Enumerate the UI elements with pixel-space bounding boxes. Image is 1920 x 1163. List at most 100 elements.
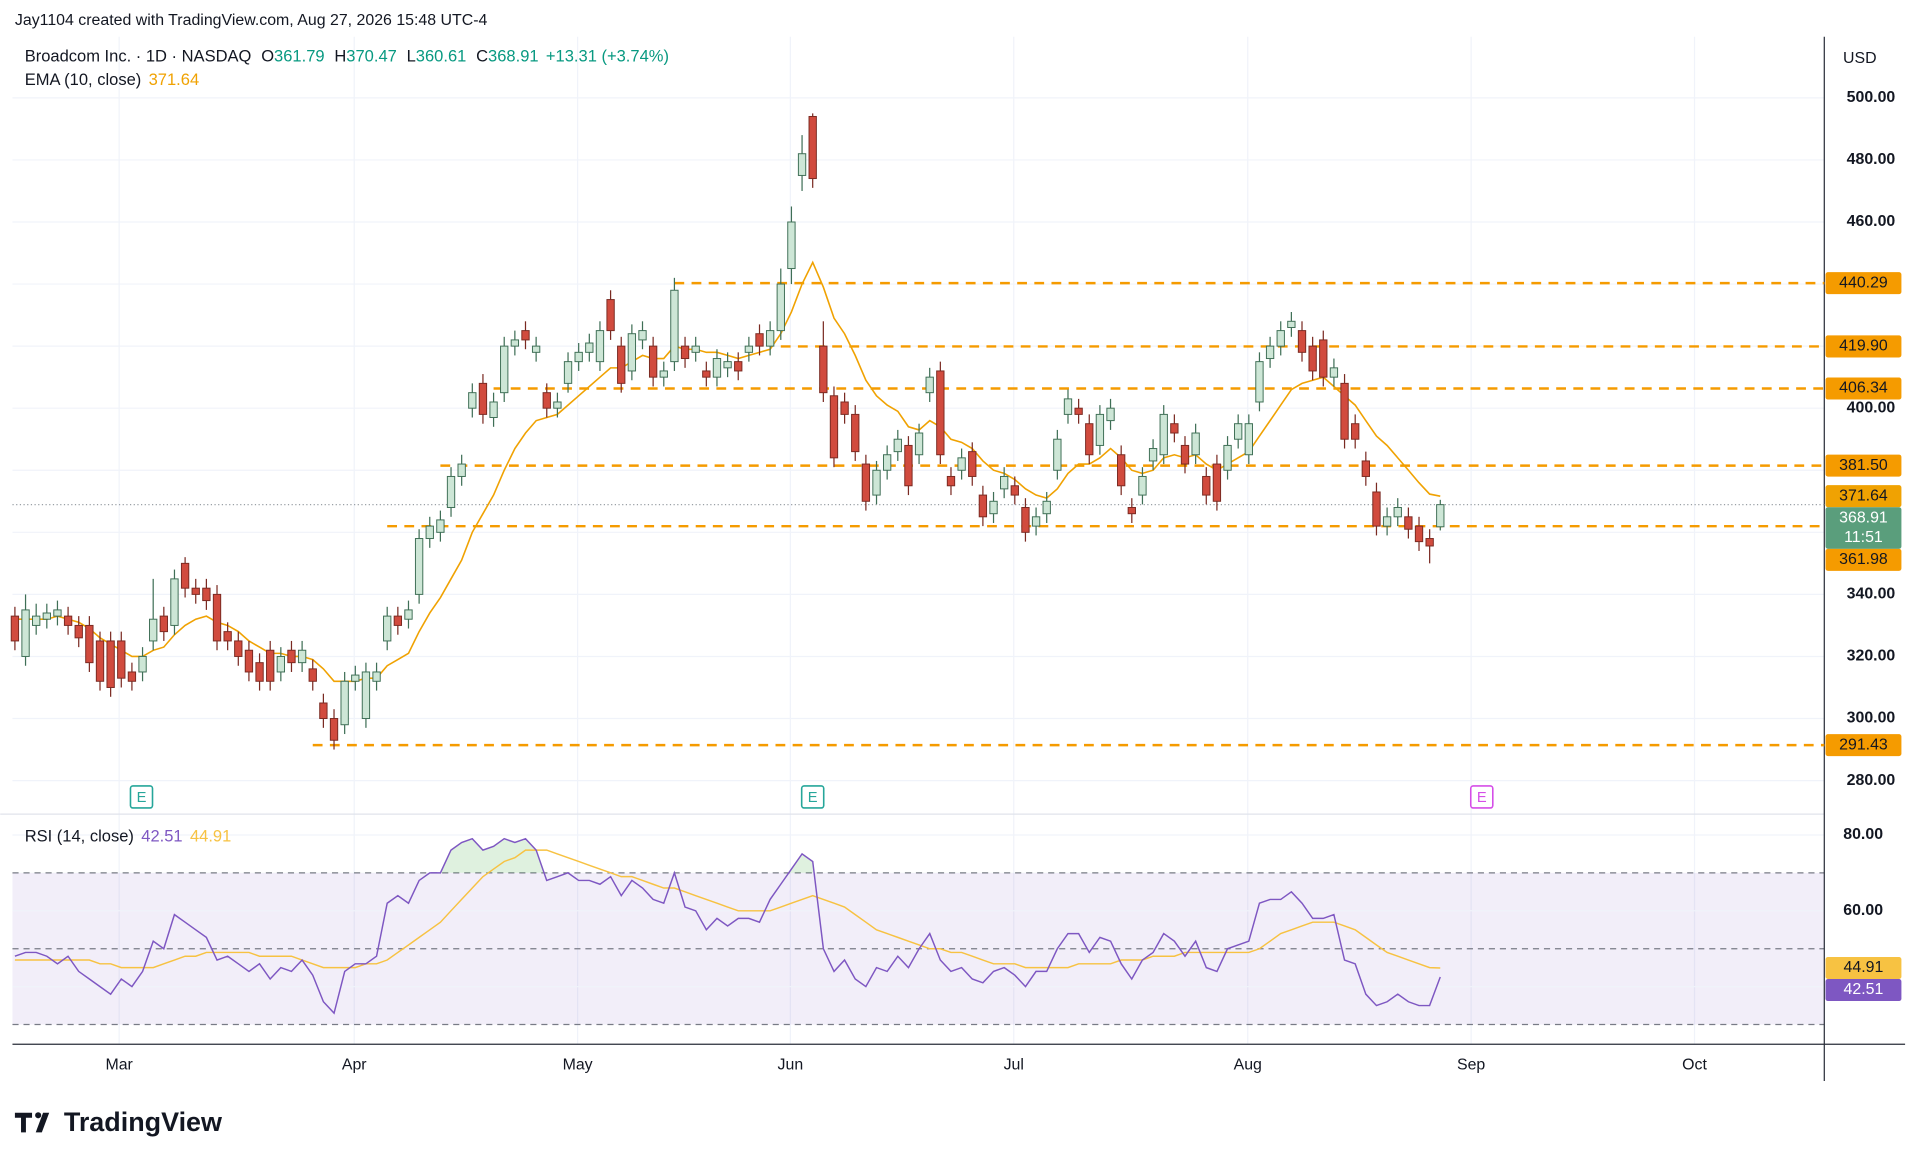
y-tick-label: 460.00 [1847,213,1896,230]
candle-body [1010,485,1019,496]
candle-body [10,615,20,642]
candle-body [244,649,254,673]
candle-body [489,401,498,418]
candle-body [712,358,722,378]
candle-body [691,345,700,353]
candle-body [904,444,913,487]
candle-body [95,640,105,682]
legend: Broadcom Inc. · 1D · NASDAQ O361.79 H370.4… [25,47,669,66]
candle-body [553,401,562,409]
candle-body [521,330,530,341]
level-label: 440.29 [1839,274,1888,291]
candle-body [723,361,732,369]
rsi-line [14,837,1441,1015]
x-tick-label: May [563,1056,593,1073]
rsi-ma-value: 44.91 [190,827,231,846]
candle-body [882,454,892,471]
candle-body [755,333,764,347]
x-tick-label: Jun [778,1056,804,1073]
candle-body [266,649,275,682]
level-label: 406.34 [1839,380,1888,397]
legend: EMA (10, close) 371.64 [25,70,199,89]
candle-body [872,469,881,496]
candle-body [255,662,264,682]
candle-body [457,463,466,477]
candle-body [1021,507,1030,533]
y-tick-label: 300.00 [1847,710,1896,727]
rsi-overbought-fill [429,838,815,873]
earnings-label: E [1477,790,1487,806]
level-label: 291.43 [1839,736,1888,753]
candle-body [989,500,998,515]
candle-body [606,299,615,332]
rsi-ma-label: 44.91 [1844,959,1884,976]
candle-body [1425,538,1434,547]
candle-body [702,370,711,378]
candle-body [787,221,796,270]
candle-body [1308,345,1317,372]
level-label-bg [1825,548,1902,571]
candle-body [425,525,434,540]
candle-body [1148,448,1158,462]
currency: USD [1843,50,1877,67]
candle-body [340,680,349,726]
ema-label-bg [1825,485,1902,508]
candle-body [63,615,73,626]
candle-body [680,345,690,360]
logo-icon [14,1112,50,1133]
last-price-label: 11:51 [1844,529,1883,546]
candle-body [670,289,679,363]
candle-body [1138,475,1147,496]
candle-body [53,609,62,617]
candle-body [468,392,477,409]
candle-body [319,702,328,720]
candle-body [978,494,988,518]
y-tick-label: 280.00 [1847,772,1896,789]
candle-body [383,615,392,642]
candle-body [202,587,211,602]
candle-body [361,671,371,720]
last-price-label: 368.91 [1839,509,1888,526]
candle-body [393,615,403,626]
y-tick-label: 80.00 [1843,826,1883,843]
rsi-ma-label-bg [1825,956,1902,980]
x-tick-label: Oct [1682,1056,1707,1073]
x-tick-label: Sep [1457,1056,1485,1073]
candle-body [223,631,232,642]
candle-body [776,283,785,332]
x-tick-label: Aug [1234,1056,1262,1073]
candle-body [542,392,551,409]
candle-body [149,618,158,642]
candle-body [936,370,945,456]
rsi-label: 42.51 [1844,981,1884,998]
candle-body [1414,525,1424,543]
rsi-name: RSI (14, close) [25,827,134,846]
candle-body [1276,330,1285,347]
candle-body [1000,475,1009,490]
candle-body [1117,454,1126,487]
last-price-label-bg [1825,507,1902,549]
candle-body [159,615,168,633]
candle-body [659,370,668,378]
rsi-ma-line [14,849,1441,969]
candle-body [840,401,849,415]
level-label: 361.98 [1839,551,1888,568]
candle-body [1265,345,1275,360]
x-tick-label: Apr [342,1056,367,1073]
candle-body [42,612,51,620]
candle-body [1212,463,1222,502]
ema-label: 371.64 [1839,487,1888,504]
candle-body [893,438,902,453]
header: Jay1104 created with TradingView.com, Au… [15,12,488,29]
candle-body [1202,475,1211,496]
legend-ohlc-label: L [407,47,416,66]
candle-body [1319,339,1328,378]
candle-body [1127,507,1136,515]
candle-body [106,640,115,688]
rsi-value: 42.51 [141,827,182,846]
candle-body [287,649,296,664]
candle-body [1063,398,1073,415]
y-tick-label: 340.00 [1847,586,1896,603]
